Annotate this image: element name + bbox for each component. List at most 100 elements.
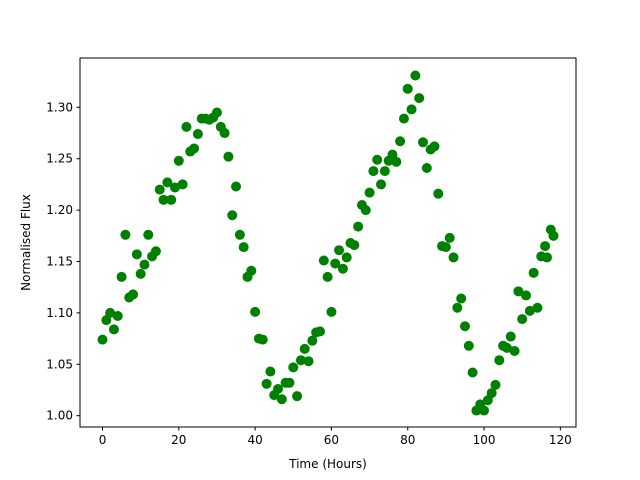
data-point [265,366,276,377]
data-point [479,405,490,416]
data-point [261,378,272,389]
data-point [97,334,108,345]
data-point [501,342,512,353]
data-point [364,187,375,198]
data-point [540,241,551,252]
data-point [322,271,333,282]
x-tick-label: 60 [324,433,339,447]
data-point [173,155,184,166]
data-point [299,343,310,354]
x-tick-label: 0 [99,433,107,447]
data-point [521,290,532,301]
data-point [158,194,169,205]
data-point [463,340,474,351]
data-point [139,259,150,270]
data-point [307,335,318,346]
x-axis-ticks: 0 20 40 60 80 100 120 [99,427,572,447]
data-point [517,314,528,325]
data-point [429,141,440,152]
data-point [349,240,360,251]
y-axis-ticks: 1.00 1.05 1.10 1.15 1.20 1.25 1.30 [46,100,80,423]
data-point [353,221,364,232]
data-point [459,321,470,332]
data-point [292,391,303,402]
data-point [433,188,444,199]
y-tick-label: 1.20 [46,203,73,217]
y-tick-label: 1.25 [46,152,73,166]
data-point [391,156,402,167]
data-point [372,154,383,165]
data-point [524,305,535,316]
data-point [234,229,245,240]
data-point [494,355,505,366]
data-point [135,268,146,279]
data-point [467,367,478,378]
x-tick-label: 100 [473,433,496,447]
data-point [250,306,261,317]
data-point [131,249,142,260]
data-point [288,362,299,373]
data-point [326,306,337,317]
data-point [421,162,432,173]
data-point [170,182,181,193]
data-point [231,181,242,192]
data-point [177,179,188,190]
data-point [542,252,553,263]
y-tick-label: 1.15 [46,255,73,269]
data-point [318,255,329,266]
x-tick-label: 80 [400,433,415,447]
data-point [402,83,413,94]
data-point [143,229,154,240]
data-point [154,184,165,195]
data-point [444,232,455,243]
data-point [379,166,390,177]
x-tick-label: 120 [549,433,572,447]
y-tick-label: 1.10 [46,306,73,320]
data-point [337,263,348,274]
x-tick-label: 40 [247,433,262,447]
data-point [192,129,203,140]
data-point [162,177,173,188]
data-point [395,136,406,147]
data-point [452,302,463,313]
data-point [112,310,123,321]
y-axis-label: Normalised Flux [19,194,33,291]
data-point [276,394,287,405]
data-point [108,324,119,335]
data-point [273,383,284,394]
data-point [548,230,559,241]
data-point [314,326,325,337]
data-point [120,229,131,240]
data-point [257,334,268,345]
x-axis-label: Time (Hours) [288,457,367,471]
data-point [440,242,451,253]
y-tick-label: 1.05 [46,357,73,371]
data-point [330,258,341,269]
data-point [398,113,409,124]
data-point [105,307,116,318]
axes-frame [79,57,577,428]
x-tick-label: 20 [171,433,186,447]
data-point [406,104,417,115]
data-point [284,377,295,388]
data-point [181,121,192,132]
data-point [150,246,161,257]
data-point [368,166,379,177]
data-point [166,194,177,205]
data-point [295,355,306,366]
data-point [303,356,314,367]
data-point [341,252,352,263]
data-point [456,293,467,304]
y-tick-label: 1.30 [46,100,73,114]
data-point [509,345,520,356]
data-point [376,179,387,190]
data-point [505,331,516,342]
data-point [486,388,497,399]
data-point [513,286,524,297]
data-point [360,205,371,216]
data-point [227,210,238,221]
data-points [97,70,559,416]
data-point [116,271,127,282]
